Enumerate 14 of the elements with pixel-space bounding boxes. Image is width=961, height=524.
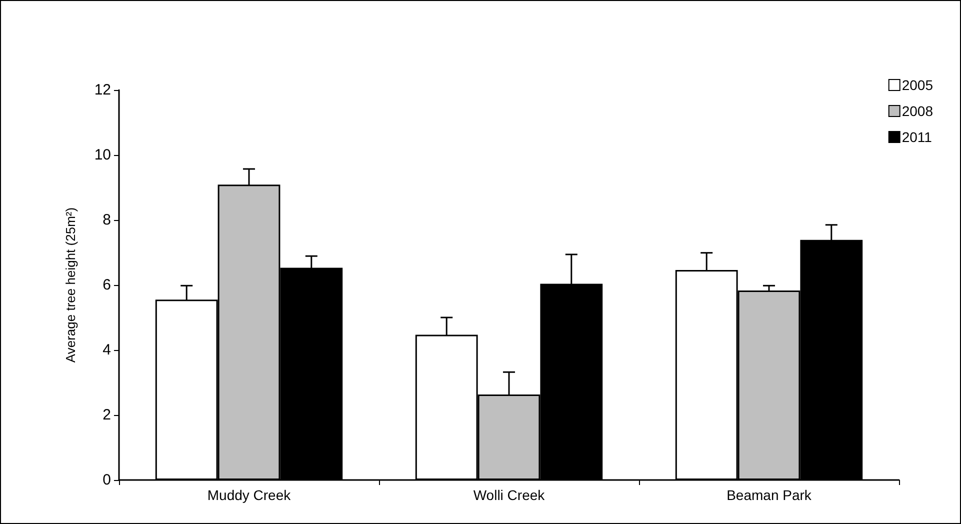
legend-label: 2005 [902,77,934,93]
y-tick-label: 2 [102,406,111,424]
y-tick-label: 12 [94,82,111,98]
x-tick-label: Wolli Creek [473,487,546,503]
legend-label: 2011 [902,129,932,145]
y-tick-label: 8 [102,212,111,228]
y-axis-title: Average tree height (25m²) [63,207,78,363]
y-tick-label: 4 [102,342,111,358]
x-tick-label: Beaman Park [726,487,812,503]
y-tick-label: 10 [94,146,111,164]
x-tick-label: Muddy Creek [207,487,292,503]
y-tick-label: 6 [102,276,111,294]
legend-label: 2008 [902,103,934,119]
y-tick-label: 0 [102,472,111,488]
